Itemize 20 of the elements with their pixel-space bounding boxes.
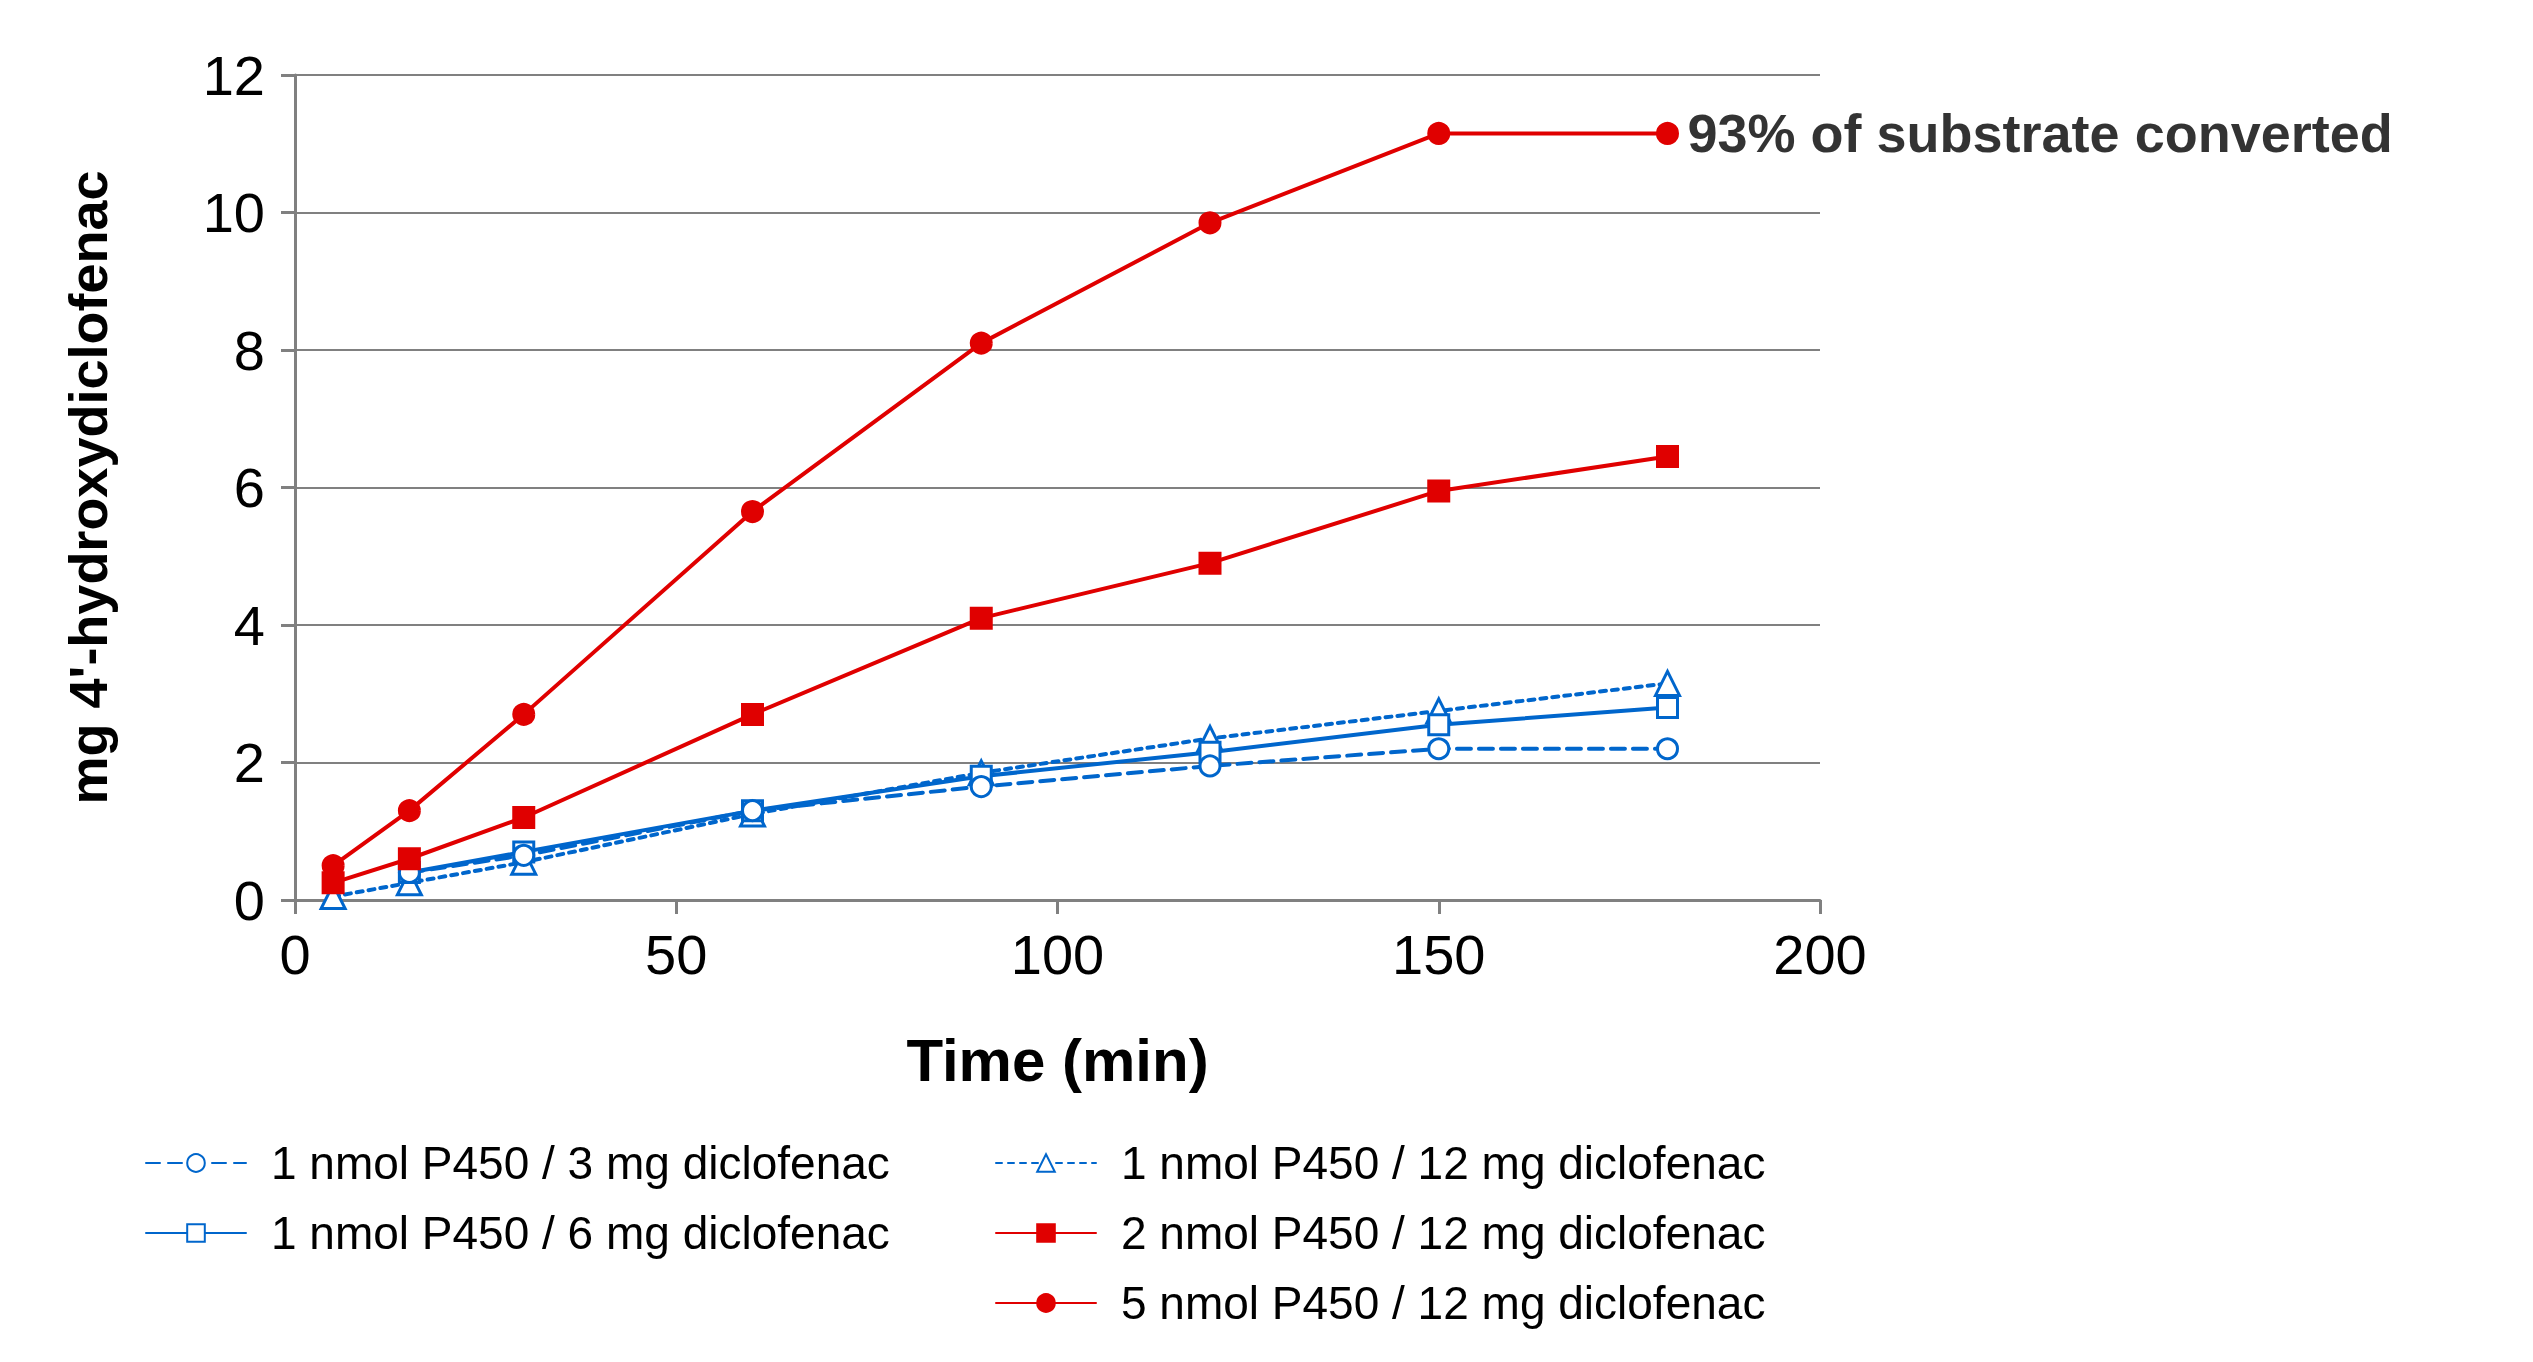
y-tick-label: 10	[202, 181, 265, 244]
y-tick-label: 2	[233, 731, 265, 794]
y-tick-label: 12	[202, 43, 265, 107]
x-tick-label: 200	[1773, 922, 1867, 986]
legend-label: 1 nmol P450 / 12 mg diclofenac	[1121, 1137, 1766, 1189]
x-axis-title: Time (min)	[906, 1026, 1209, 1094]
legend-label: 1 nmol P450 / 3 mg diclofenac	[271, 1137, 890, 1189]
x-tick-label: 150	[1392, 922, 1486, 986]
x-tick-label: 50	[645, 922, 708, 986]
legend-label: 1 nmol P450 / 6 mg diclofenac	[271, 1207, 890, 1259]
y-tick-label: 8	[233, 318, 265, 382]
annotation: 93% of substrate converted	[1687, 103, 2393, 164]
legend-label: 2 nmol P450 / 12 mg diclofenac	[1121, 1207, 1766, 1259]
x-tick-label: 100	[1010, 922, 1105, 986]
y-tick-label: 6	[233, 456, 265, 519]
y-tick-label: 0	[233, 868, 265, 932]
legend-label: 5 nmol P450 / 12 mg diclofenac	[1121, 1277, 1766, 1329]
y-tick-label: 4	[233, 593, 265, 657]
x-tick-label: 0	[279, 922, 311, 986]
y-axis-title: mg 4'-hydroxydiclofenac	[58, 170, 118, 805]
